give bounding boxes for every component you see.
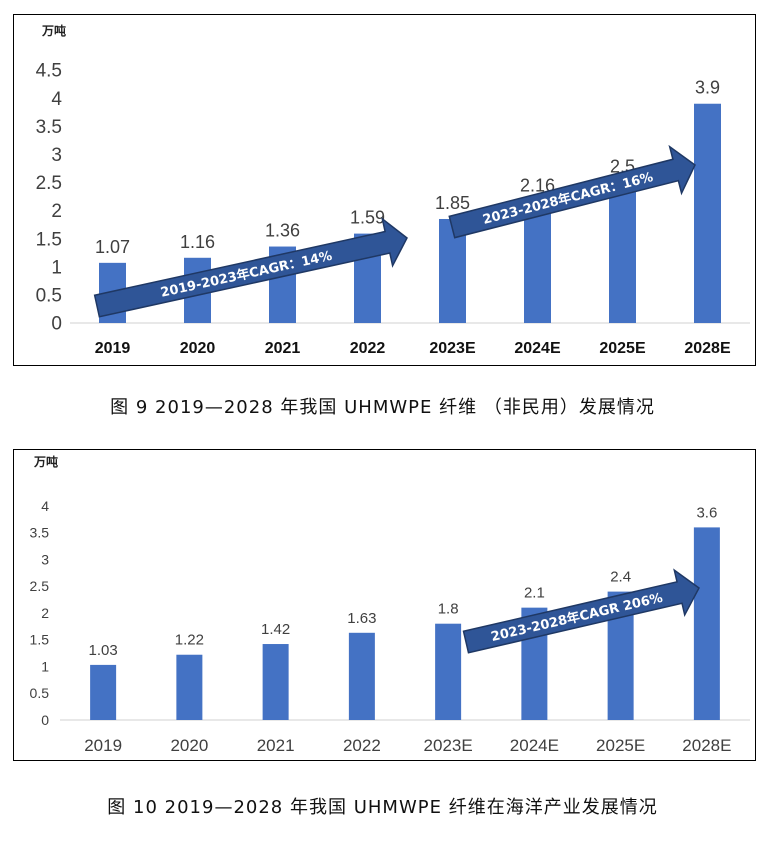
bar [609,182,636,323]
x-tick-label: 2023E [429,340,476,357]
y-tick-label: 2 [41,605,49,621]
cagr-label: 2023-2028年CAGR 206% [489,590,664,645]
bar [176,654,203,720]
bar [348,632,375,720]
y-tick-label: 3.5 [30,525,50,541]
x-tick-label: 2028E [684,340,731,357]
cagr-arrow-shape [93,216,408,318]
x-tick-label: 2019 [95,340,131,357]
data-label: 2.4 [610,569,631,586]
x-tick-label: 2022 [350,340,386,357]
figure-caption-10: 图 10 2019—2028 年我国 UHMWPE 纤维在海洋产业发展情况 [107,797,658,818]
x-tick-label: 2021 [257,736,295,755]
data-label: 3.6 [696,504,717,521]
cagr-arrow-shape [462,568,700,654]
unit-label: 万吨 [41,23,66,38]
y-tick-label: 4 [51,89,62,110]
y-tick-label: 3.5 [36,117,62,138]
y-tick-label: 4.5 [36,61,62,82]
data-label: 1.85 [435,193,470,213]
y-tick-label: 1 [41,658,49,674]
bar [435,623,462,720]
data-label: 1.63 [347,610,376,627]
cagr-arrow-shape [448,144,696,239]
data-label: 3.9 [695,78,720,98]
chart-panel-fig10: 万吨 0 0.5 1 1.5 2 2.5 3 3.5 4 1.03 2019 1.22 2020 1.42 2… [13,449,756,761]
data-label: 1.22 [175,632,204,649]
x-tick-label: 2020 [180,340,216,357]
bar [694,103,721,323]
x-tick-label: 2023E [424,736,473,755]
x-tick-label: 2021 [265,340,301,357]
data-label: 1.42 [261,621,290,638]
y-tick-label: 2.5 [36,173,62,194]
chart-panel-fig9: 万吨 0 0.5 1 1.5 2 2.5 3 3.5 4 4.5 1.07 2019 1.16 2020 1.… [13,14,756,366]
x-tick-label: 2025E [596,736,645,755]
y-tick-label: 1.5 [30,632,50,648]
y-tick-label: 2.5 [30,578,50,594]
data-label: 1.59 [350,208,385,228]
x-tick-label: 2019 [84,736,122,755]
bar [90,664,117,720]
data-label: 1.07 [95,237,130,257]
bar [524,201,551,323]
x-tick-label: 2028E [682,736,731,755]
x-tick-label: 2020 [170,736,208,755]
data-label: 2.16 [520,176,555,196]
y-tick-label: 0 [51,314,62,335]
x-tick-label: 2022 [343,736,381,755]
cagr-arrow: 2023-2028年CAGR 206% [462,568,700,654]
y-tick-label: 0 [41,712,49,728]
y-tick-label: 3 [41,551,49,567]
y-tick-label: 0.5 [36,286,62,307]
data-label: 1.8 [438,601,459,618]
bar [262,644,289,720]
x-tick-label: 2024E [510,736,559,755]
bar [693,527,720,720]
y-tick-label: 0.5 [30,685,50,701]
y-tick-label: 4 [41,498,49,514]
y-tick-label: 1 [51,257,62,278]
unit-label: 万吨 [33,454,58,469]
bar-chart-fig10: 万吨 0 0.5 1 1.5 2 2.5 3 3.5 4 1.03 2019 1.22 2020 1.42 2… [30,454,750,755]
figure-caption-9: 图 9 2019—2028 年我国 UHMWPE 纤维 （非民用）发展情况 [110,397,655,418]
data-label: 1.16 [180,232,215,252]
bar-chart-fig9: 万吨 0 0.5 1 1.5 2 2.5 3 3.5 4 4.5 1.07 2019 1.16 2020 1.… [36,23,750,357]
x-tick-label: 2025E [599,340,646,357]
y-tick-label: 3 [51,145,62,166]
y-tick-label: 1.5 [36,229,62,250]
data-label: 1.36 [265,221,300,241]
cagr-arrow: 2023-2028年CAGR：16% [448,144,696,239]
x-tick-label: 2024E [514,340,561,357]
y-tick-label: 2 [51,201,62,222]
data-label: 2.1 [524,585,545,602]
data-label: 1.03 [89,642,118,659]
